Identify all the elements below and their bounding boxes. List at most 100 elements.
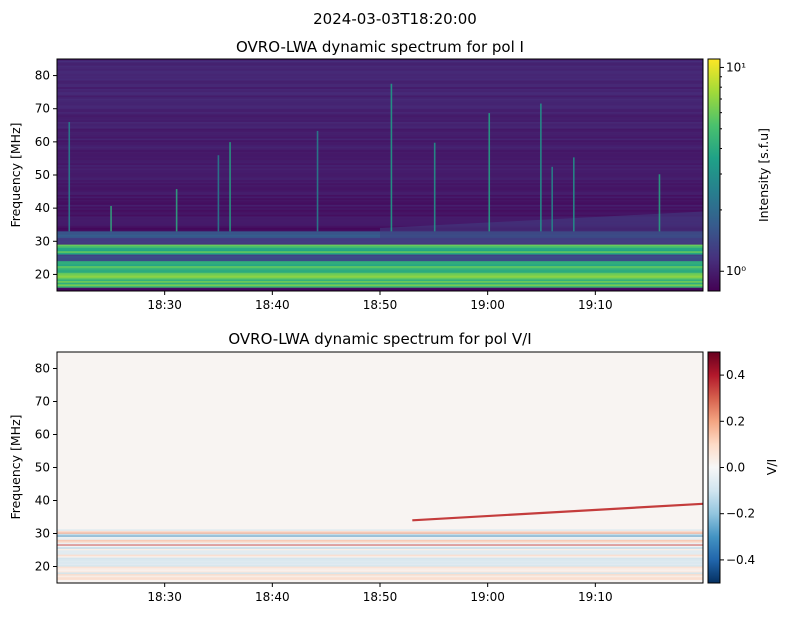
spectrum-band xyxy=(57,256,703,259)
panel-pol-vi: OVRO-LWA dynamic spectrum for pol V/I 18… xyxy=(8,330,779,604)
spectrum-band xyxy=(57,241,703,244)
spectrum-band xyxy=(57,209,703,213)
spectrum-band xyxy=(57,244,703,247)
x-axis-pol-i: 18:30 18:40 18:50 19:00 19:10 xyxy=(147,291,613,312)
spectrum-band xyxy=(57,179,703,183)
y-tick-label: 50 xyxy=(35,461,50,475)
y-tick-label: 20 xyxy=(35,560,50,574)
spectrum-band xyxy=(57,208,703,211)
spectrum-band xyxy=(57,156,703,160)
x-axis-pol-vi: 18:30 18:40 18:50 19:00 19:10 xyxy=(147,583,613,604)
spectrum-band xyxy=(57,85,703,88)
spectrum-band xyxy=(57,168,703,171)
spectrum-band xyxy=(57,171,703,174)
spectrum-band xyxy=(57,82,703,85)
spectrum-band xyxy=(57,123,703,126)
spectrum-band xyxy=(57,141,703,145)
y-axis-label-pol-i: Frequency [MHz] xyxy=(8,122,23,227)
spectrum-band xyxy=(57,68,703,72)
colorbar-tick-label: 0.4 xyxy=(726,368,745,382)
spectrum-band xyxy=(57,188,703,191)
spectrum-band xyxy=(57,103,703,106)
colorbar-gradient-pol-vi xyxy=(708,352,720,583)
spectrum-band xyxy=(57,282,703,285)
spectrum-band xyxy=(57,170,703,173)
spectrum-band xyxy=(57,73,703,77)
noise-band xyxy=(57,575,703,578)
spectrum-band xyxy=(57,88,703,92)
spectrum-band xyxy=(57,224,703,227)
spectrum-band xyxy=(57,78,703,82)
spectrum-band xyxy=(57,219,703,222)
spectrum-band xyxy=(57,98,703,102)
colorbar-tick-label: −0.4 xyxy=(726,553,755,567)
spectrum-band xyxy=(57,115,703,118)
spectrum-band xyxy=(57,175,703,178)
spectrum-band xyxy=(57,214,703,218)
noise-band xyxy=(57,544,703,546)
noise-band xyxy=(57,536,703,539)
spectrum-band xyxy=(57,223,703,226)
y-axis-label-pol-vi: Frequency [MHz] xyxy=(8,414,23,519)
spectrum-band xyxy=(57,261,703,264)
spectrum-band xyxy=(57,67,703,70)
y-tick-label: 80 xyxy=(35,69,50,83)
y-tick-label: 70 xyxy=(35,395,50,409)
spectrum-band xyxy=(57,183,703,186)
colorbar-tick-label: 0.0 xyxy=(726,461,745,475)
noise-band xyxy=(57,548,703,551)
spectrum-band xyxy=(57,148,703,151)
spectrum-band xyxy=(57,269,703,272)
radio-burst xyxy=(229,142,231,232)
noise-band xyxy=(57,564,703,567)
y-tick-label: 50 xyxy=(35,168,50,182)
spectrum-band xyxy=(57,198,703,201)
spectrum-band xyxy=(57,216,703,219)
radio-burst xyxy=(68,122,71,232)
spectrum-band xyxy=(57,199,703,203)
spectrum-band xyxy=(57,136,703,140)
spectrum-band xyxy=(57,87,703,90)
spectrum-band xyxy=(57,80,703,83)
spectrum-band xyxy=(57,126,703,130)
spectrum-band xyxy=(57,145,703,148)
spectrum-band xyxy=(57,118,703,121)
colorbar-label-pol-i: Intensity [s.f.u] xyxy=(756,128,771,222)
spectrum-band xyxy=(57,60,703,63)
noise-band xyxy=(57,569,703,572)
spectrum-band xyxy=(57,181,703,184)
x-tick-label: 19:10 xyxy=(578,298,613,312)
noise-band xyxy=(57,533,703,536)
noise-band xyxy=(57,554,703,557)
radio-burst xyxy=(551,166,553,232)
noise-band xyxy=(57,558,703,561)
spectrum-band xyxy=(57,153,703,156)
spectrum-band xyxy=(57,274,703,277)
spectrum-band xyxy=(57,146,703,150)
spectrum-band xyxy=(57,165,703,168)
spectrum-band xyxy=(57,83,703,87)
spectrum-band xyxy=(57,286,703,289)
spectrum-band xyxy=(57,72,703,75)
spectrum-band xyxy=(57,204,703,208)
x-tick-label: 18:50 xyxy=(363,590,398,604)
spectrum-band xyxy=(57,75,703,78)
colorbar-tick-label: −0.2 xyxy=(726,507,755,521)
spectrum-band xyxy=(57,105,703,108)
colorbar-ticks-pol-i: 10⁰ 10¹ xyxy=(720,60,746,278)
radio-burst xyxy=(540,103,542,232)
y-axis-pol-i: 20 30 40 50 60 70 80 xyxy=(35,69,57,281)
colorbar-pol-i: 10⁰ 10¹ Intensity [s.f.u] xyxy=(707,58,771,292)
spectrum-band xyxy=(57,100,703,103)
noise-band xyxy=(57,570,703,573)
spectrum-band xyxy=(57,173,703,176)
spectrum-band xyxy=(57,251,703,254)
radio-burst xyxy=(658,174,661,232)
drift-emission xyxy=(412,502,703,522)
spectrum-band xyxy=(57,92,703,95)
spectrum-band xyxy=(57,125,703,128)
spectrum-band xyxy=(57,108,703,111)
spectrum-band xyxy=(57,189,703,193)
noise-band xyxy=(57,563,703,566)
